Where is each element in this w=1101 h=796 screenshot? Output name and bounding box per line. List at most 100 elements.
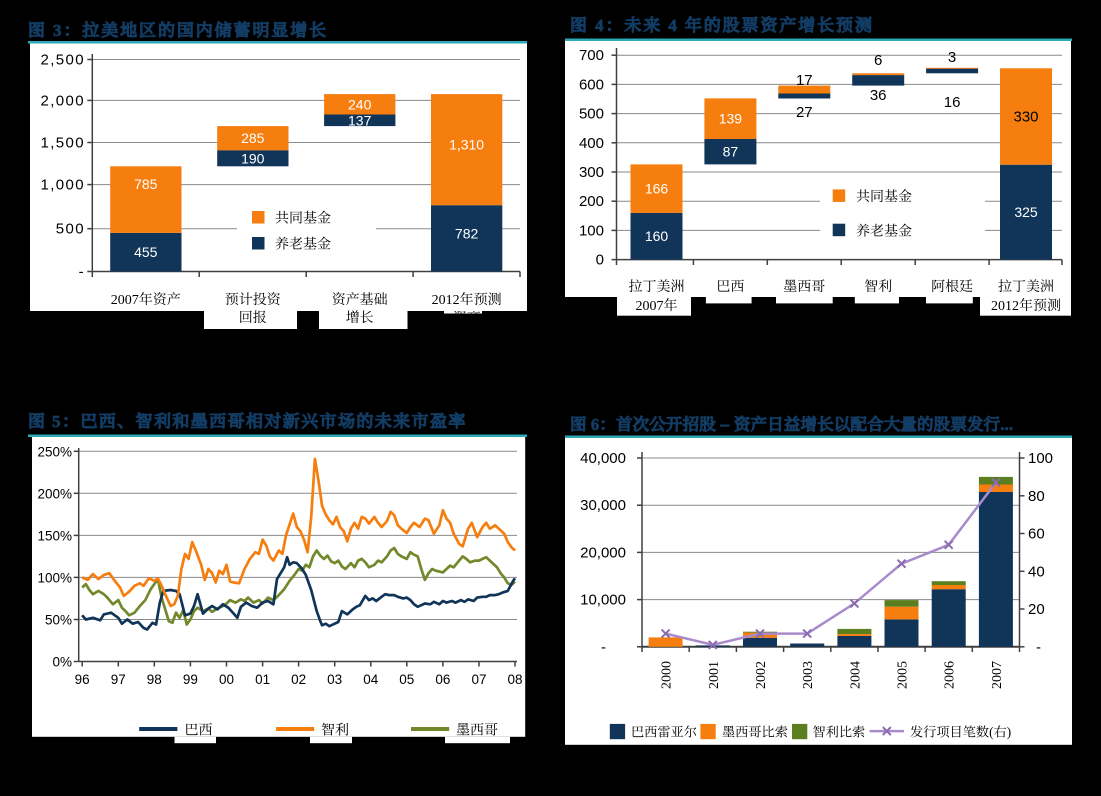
svg-text:-: - (79, 264, 85, 281)
svg-text:137: 137 (348, 112, 372, 128)
svg-text:阿根廷: 阿根廷 (931, 276, 973, 296)
svg-text:增长: 增长 (346, 307, 374, 327)
svg-text:700: 700 (579, 47, 604, 64)
svg-text:166: 166 (645, 181, 669, 197)
svg-text:785: 785 (134, 176, 158, 192)
svg-text:2002: 2002 (750, 661, 770, 689)
svg-text:782: 782 (455, 225, 479, 241)
svg-text:139: 139 (719, 111, 743, 127)
svg-text:200%: 200% (37, 486, 72, 501)
svg-text:2004: 2004 (844, 661, 864, 689)
svg-text:墨西哥比索: 墨西哥比索 (722, 722, 788, 741)
svg-text:40,000: 40,000 (580, 450, 626, 467)
svg-text:2,000: 2,000 (40, 92, 85, 109)
svg-text:图 6：首次公开招股 – 资产日益增长以配合大量的股票发行.: 图 6：首次公开招股 – 资产日益增长以配合大量的股票发行... (570, 411, 1013, 435)
svg-text:智利比索: 智利比索 (813, 722, 866, 741)
svg-text:巴西: 巴西 (185, 720, 213, 740)
svg-text:-: - (601, 639, 606, 656)
svg-text:100%: 100% (37, 570, 72, 585)
svg-text:40: 40 (1028, 563, 1045, 580)
svg-text:2012年预测: 2012年预测 (991, 295, 1061, 315)
svg-text:250%: 250% (37, 444, 72, 459)
svg-text:1,310: 1,310 (449, 137, 484, 153)
svg-text:智利: 智利 (321, 720, 349, 740)
svg-text:30,000: 30,000 (580, 497, 626, 514)
svg-text:455: 455 (134, 244, 158, 260)
svg-text:100: 100 (579, 222, 604, 239)
svg-text:20: 20 (1028, 601, 1045, 618)
svg-text:08: 08 (507, 672, 522, 687)
svg-text:240: 240 (348, 96, 372, 112)
svg-text:0: 0 (596, 252, 604, 269)
svg-text:04: 04 (363, 672, 379, 687)
svg-text:60: 60 (1028, 526, 1045, 543)
svg-text:墨西哥: 墨西哥 (783, 276, 825, 296)
svg-text:325: 325 (1014, 204, 1038, 220)
svg-text:02: 02 (291, 672, 306, 687)
svg-text:图 5：巴西、智利和墨西哥相对新兴市场的未来市盈率: 图 5：巴西、智利和墨西哥相对新兴市场的未来市盈率 (28, 407, 467, 432)
svg-text:10,000: 10,000 (580, 592, 626, 609)
svg-text:2012年预测: 2012年预测 (432, 289, 502, 309)
svg-text:2003: 2003 (797, 661, 817, 689)
svg-text:拉丁美洲: 拉丁美洲 (998, 276, 1054, 296)
svg-text:500: 500 (56, 221, 85, 238)
svg-text:共同基金: 共同基金 (275, 208, 331, 228)
svg-text:80: 80 (1028, 488, 1045, 505)
svg-text:1,500: 1,500 (40, 135, 85, 152)
svg-text:98: 98 (147, 672, 162, 687)
svg-text:300: 300 (579, 164, 604, 181)
svg-text:2007年: 2007年 (636, 295, 678, 315)
svg-text:2006: 2006 (939, 661, 959, 689)
svg-text:2005: 2005 (892, 661, 912, 689)
svg-text:2000: 2000 (656, 661, 676, 689)
svg-text:2001: 2001 (703, 661, 723, 689)
svg-text:巴西: 巴西 (716, 276, 744, 296)
svg-text:97: 97 (111, 672, 126, 687)
svg-text:共同基金: 共同基金 (856, 186, 912, 206)
svg-text:36: 36 (870, 87, 887, 104)
svg-text:资产基础: 资产基础 (332, 289, 388, 309)
svg-text:图 3：拉美地区的国内储蓄明显增长: 图 3：拉美地区的国内储蓄明显增长 (28, 16, 328, 41)
svg-text:-: - (1036, 639, 1041, 656)
svg-text:巴西雷亚尔: 巴西雷亚尔 (631, 722, 697, 741)
svg-text:1,000: 1,000 (40, 177, 85, 194)
svg-text:03: 03 (327, 672, 342, 687)
svg-text:150%: 150% (37, 528, 72, 543)
svg-text:预计投资: 预计投资 (225, 289, 281, 309)
svg-text:600: 600 (579, 76, 604, 93)
svg-text:99: 99 (183, 672, 198, 687)
svg-text:墨西哥: 墨西哥 (456, 720, 498, 740)
svg-text:96: 96 (75, 672, 90, 687)
svg-text:190: 190 (241, 150, 265, 166)
svg-text:01: 01 (255, 672, 270, 687)
svg-text:16: 16 (944, 94, 961, 111)
svg-text:160: 160 (645, 228, 669, 244)
svg-text:资产: 资产 (453, 307, 481, 327)
svg-text:智利: 智利 (864, 276, 892, 296)
svg-text:400: 400 (579, 135, 604, 152)
svg-text:20,000: 20,000 (580, 544, 626, 561)
svg-text:养老基金: 养老基金 (275, 234, 331, 254)
svg-text:2007年资产: 2007年资产 (111, 289, 181, 309)
svg-text:0%: 0% (52, 655, 72, 670)
svg-text:27: 27 (796, 104, 813, 121)
svg-text:06: 06 (435, 672, 450, 687)
svg-text:3: 3 (948, 49, 956, 66)
svg-text:00: 00 (219, 672, 234, 687)
svg-text:回报: 回报 (239, 307, 267, 327)
svg-text:2,500: 2,500 (40, 52, 85, 69)
svg-text:2007: 2007 (986, 661, 1006, 689)
svg-text:6: 6 (874, 52, 882, 69)
svg-text:05: 05 (399, 672, 414, 687)
svg-text:500: 500 (579, 106, 604, 123)
svg-text:养老基金: 养老基金 (856, 220, 912, 240)
svg-text:图 4：未来 4 年的股票资产增长预测: 图 4：未来 4 年的股票资产增长预测 (570, 11, 874, 36)
svg-text:200: 200 (579, 193, 604, 210)
svg-text:330: 330 (1013, 109, 1038, 126)
svg-text:拉丁美洲: 拉丁美洲 (629, 276, 685, 296)
svg-text:87: 87 (723, 144, 739, 160)
svg-text:100: 100 (1028, 450, 1053, 467)
svg-text:50%: 50% (45, 613, 72, 628)
svg-text:发行项目笔数(右): 发行项目笔数(右) (910, 722, 1011, 741)
svg-text:07: 07 (471, 672, 486, 687)
